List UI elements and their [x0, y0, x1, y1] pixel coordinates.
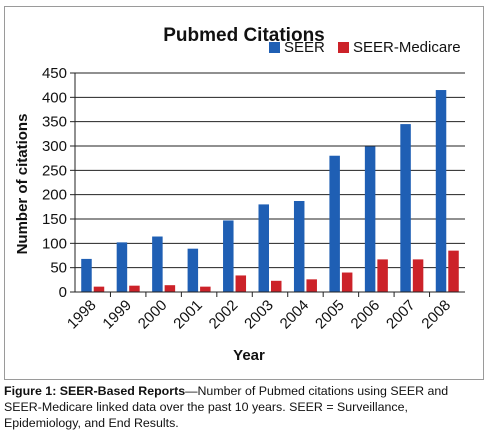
bar-seer-medicare-1998 [93, 286, 105, 292]
y-tick-label: 150 [42, 211, 67, 228]
bar-seer-2004 [293, 200, 305, 292]
bar-seer-medicare-2004 [306, 279, 317, 292]
legend-label-seer-medicare: SEER-Medicare [353, 39, 461, 56]
legend-swatch-seer [269, 42, 280, 53]
bar-seer-2007 [400, 124, 411, 292]
bar-seer-medicare-2006 [377, 259, 388, 292]
x-tick-label: 2002 [206, 297, 242, 333]
bar-seer-2002 [223, 220, 234, 292]
x-tick-label: 1999 [99, 297, 135, 333]
bar-seer-1999 [116, 242, 128, 292]
caption-lead: Figure 1: SEER-Based Reports [4, 384, 186, 398]
legend-label-seer: SEER [284, 39, 325, 56]
x-tick-label: 2005 [312, 297, 348, 333]
y-tick-label: 250 [42, 162, 67, 179]
bar-seer-2003 [258, 204, 269, 292]
bar-seer-medicare-2000 [164, 285, 176, 292]
gridlines [75, 72, 465, 269]
y-tick-label: 450 [42, 65, 67, 82]
x-tick-label: 2006 [348, 297, 384, 333]
bar-seer-2008 [435, 90, 447, 293]
bar-seer-2006 [364, 146, 376, 292]
legend: SEER SEER-Medicare [269, 39, 461, 56]
bar-seer-2000 [152, 236, 163, 292]
x-axis-title: Year [233, 347, 265, 364]
bar-seer-medicare-1999 [129, 285, 140, 292]
legend-swatch-seer-medicare [338, 42, 349, 53]
x-tick-label: 2004 [277, 297, 313, 333]
bar-chart: Pubmed Citations SEER SEER-Medicare 0 50 10… [14, 25, 465, 364]
y-axis: 0 50 100 150 200 250 300 350 400 450 [42, 65, 76, 301]
bar-seer-medicare-2008 [448, 250, 459, 292]
x-axis: 1998 1999 2000 2001 2002 2003 2004 2005 2006 2007… [64, 291, 465, 333]
bar-seer-medicare-2005 [341, 272, 353, 292]
bar-seer-2005 [329, 155, 340, 292]
bar-seer-medicare-2001 [200, 286, 211, 292]
y-tick-label: 100 [42, 235, 67, 252]
figure-caption: Figure 1: SEER-Based Reports—Number of P… [4, 383, 488, 431]
bar-seer-medicare-2002 [235, 275, 247, 292]
x-tick-label: 2008 [418, 297, 454, 333]
y-tick-label: 300 [42, 138, 67, 155]
caption-text: —Number of Pubmed citations using SEER a… [4, 384, 449, 430]
bar-seer-1998 [81, 258, 92, 292]
x-tick-label: 2001 [170, 297, 206, 333]
chart-title: Pubmed Citations [163, 25, 325, 46]
x-tick-label: 2003 [241, 297, 277, 333]
x-tick-label: 1998 [64, 297, 100, 333]
y-tick-label: 400 [42, 89, 67, 106]
x-tick-label: 2000 [135, 297, 171, 333]
x-tick-label: 2007 [383, 297, 419, 333]
bar-seer-2001 [187, 248, 199, 292]
y-tick-label: 200 [42, 187, 67, 204]
y-axis-title: Number of citations [14, 114, 31, 255]
y-tick-label: 350 [42, 114, 67, 131]
y-tick-label: 0 [59, 284, 67, 301]
bars [81, 90, 459, 293]
bar-seer-medicare-2007 [412, 259, 424, 292]
bar-seer-medicare-2003 [271, 280, 282, 292]
y-tick-label: 50 [50, 260, 67, 277]
